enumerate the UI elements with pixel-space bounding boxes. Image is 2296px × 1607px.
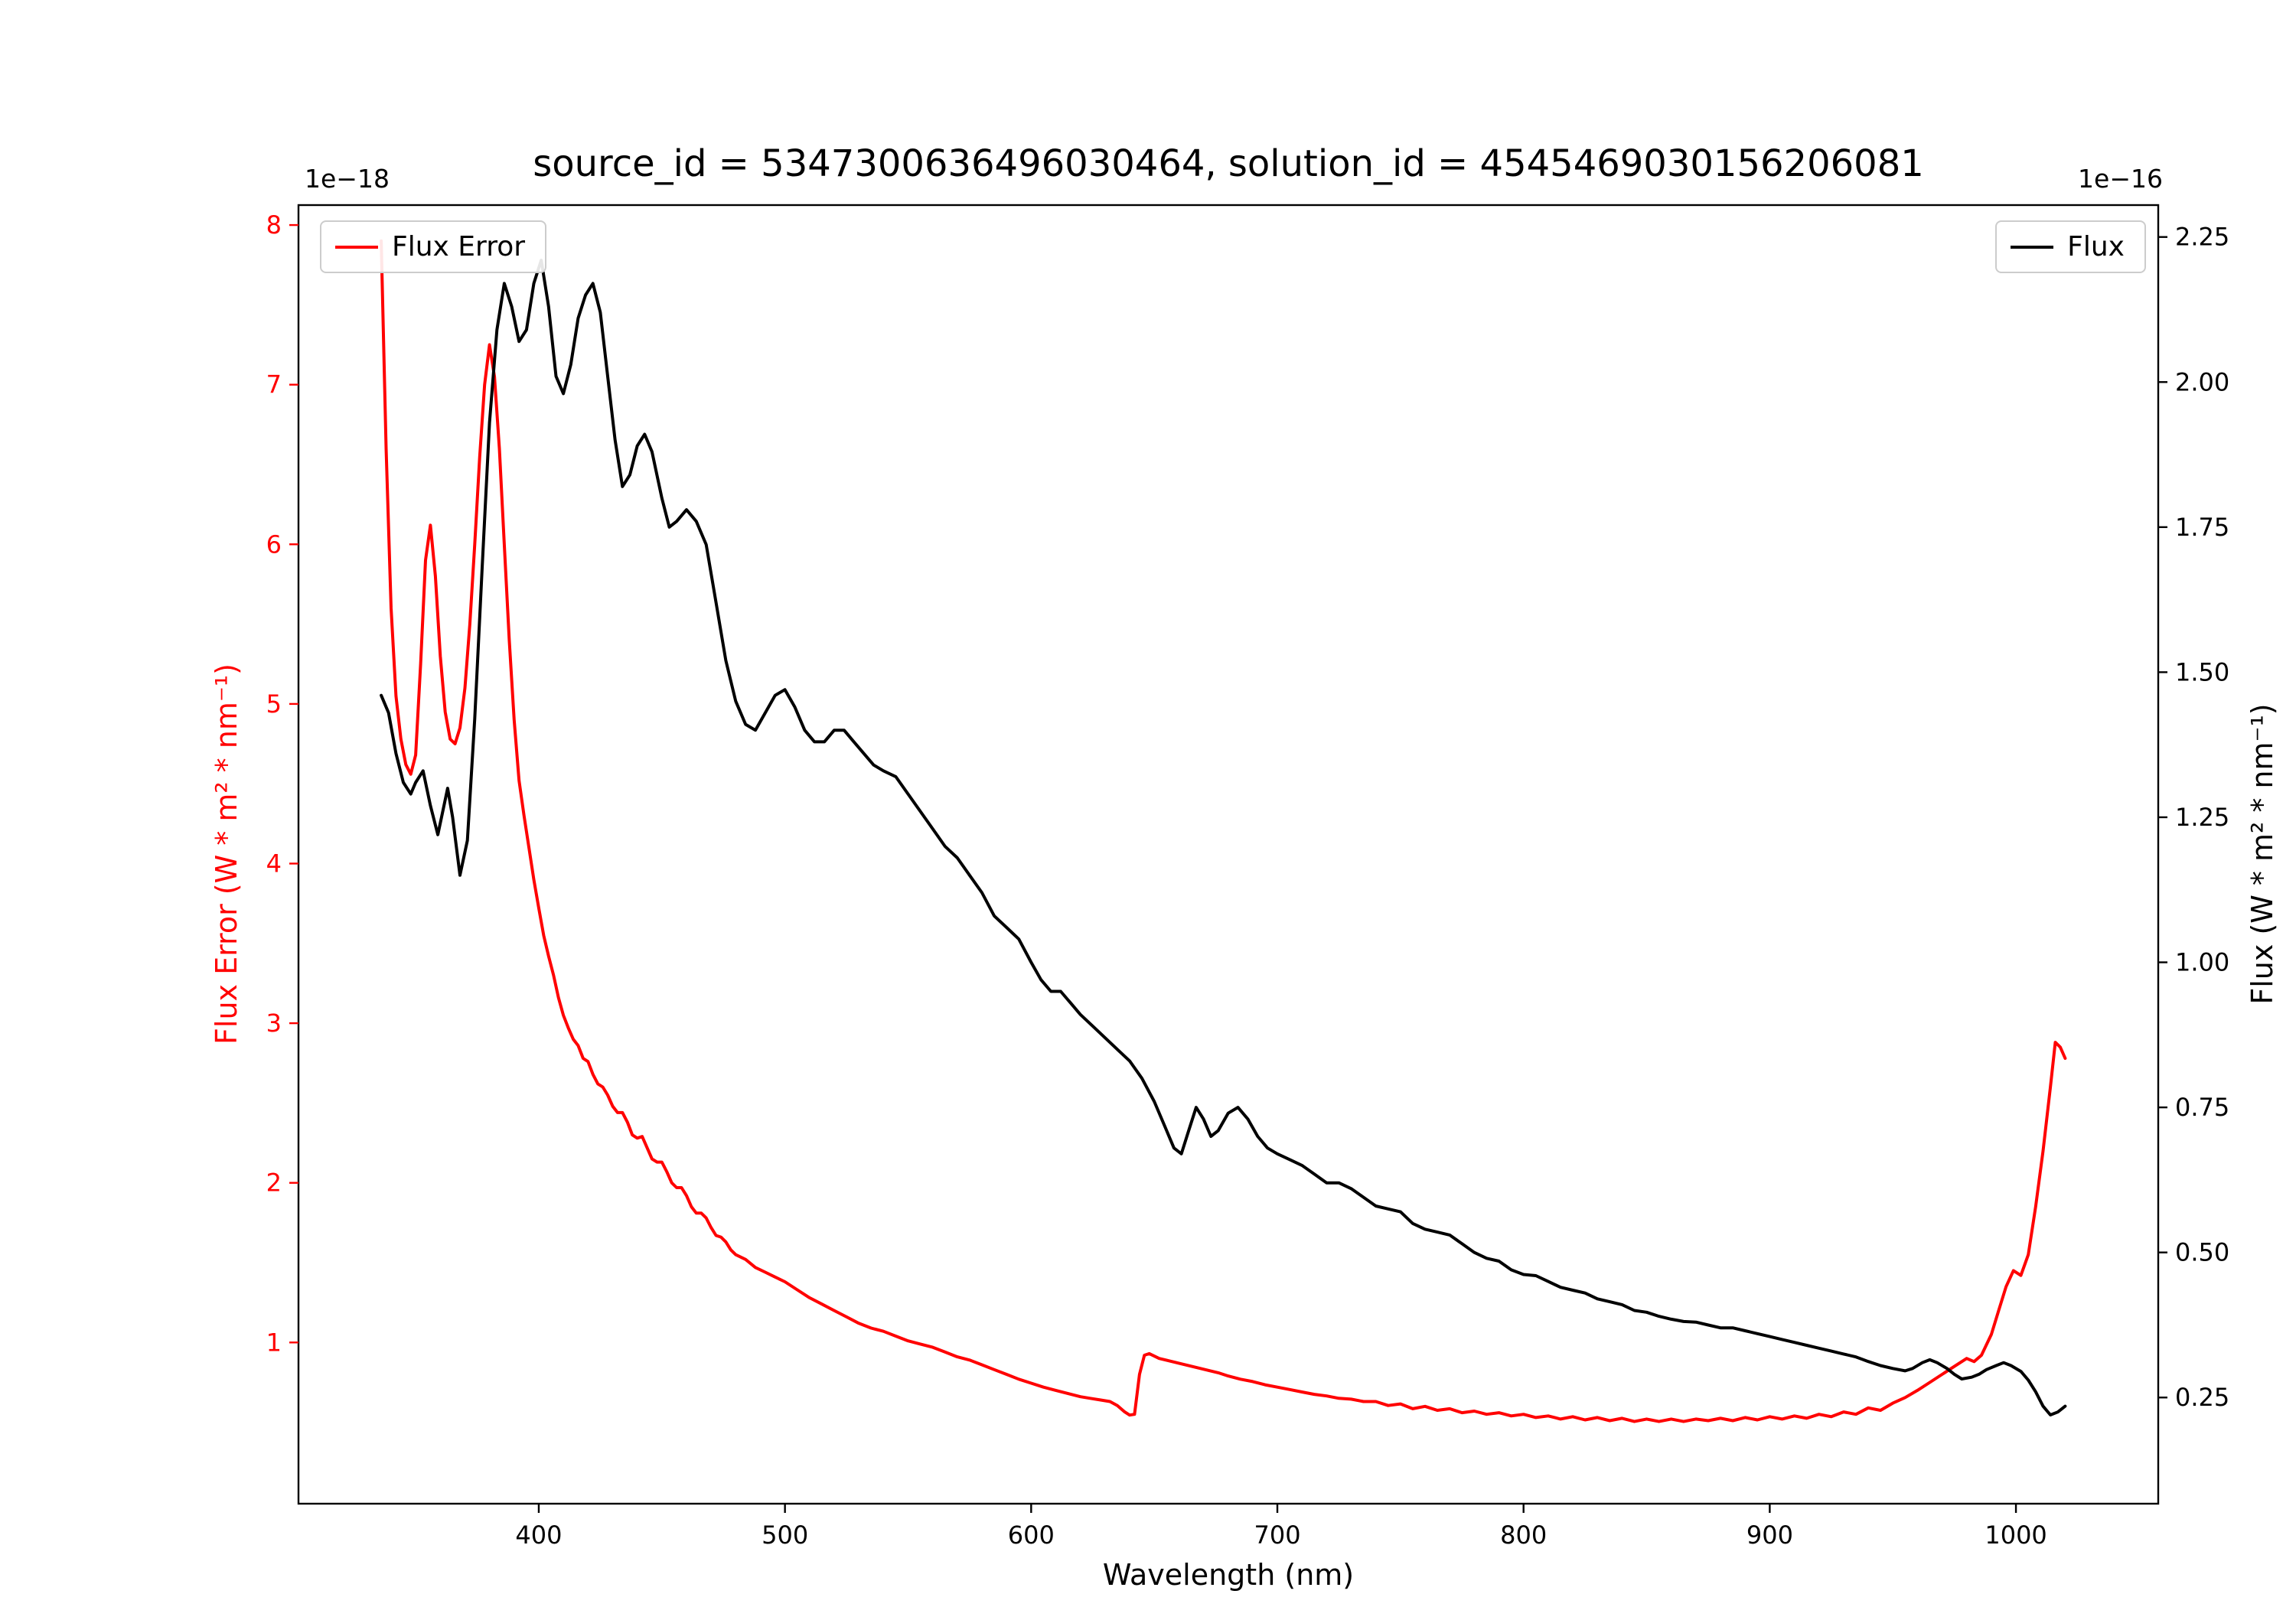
x-tick-label: 400 bbox=[515, 1521, 562, 1550]
flux-legend-line-icon bbox=[2011, 245, 2054, 249]
right-y-tick-label: 0.50 bbox=[2175, 1238, 2229, 1267]
left-y-tick-label: 5 bbox=[266, 689, 282, 719]
right-y-tick-label: 2.25 bbox=[2175, 223, 2229, 252]
right-y-tick-label: 0.25 bbox=[2175, 1383, 2229, 1412]
right-y-tick-label: 2.00 bbox=[2175, 367, 2229, 396]
left-y-tick-label: 4 bbox=[266, 849, 282, 878]
right-y-tick-label: 0.75 bbox=[2175, 1093, 2229, 1122]
left-y-tick-label: 2 bbox=[266, 1169, 282, 1198]
left-y-tick-label: 8 bbox=[266, 210, 282, 240]
legend-flux-error-label: Flux Error bbox=[392, 231, 526, 262]
left-y-tick-label: 1 bbox=[266, 1328, 282, 1357]
x-tick-label: 1000 bbox=[1985, 1521, 2047, 1550]
flux-line bbox=[380, 259, 2067, 1416]
legend-flux: Flux bbox=[1995, 220, 2146, 273]
right-y-tick-label: 1.50 bbox=[2175, 657, 2229, 686]
flux-error-legend-line-icon bbox=[335, 245, 378, 249]
right-y-tick-label: 1.25 bbox=[2175, 803, 2229, 832]
plot-border bbox=[297, 204, 2160, 1505]
x-tick-label: 500 bbox=[762, 1521, 808, 1550]
legend-flux-error: Flux Error bbox=[320, 220, 547, 273]
left-axis-scale-offset: 1e−18 bbox=[305, 164, 390, 194]
x-tick-label: 900 bbox=[1746, 1521, 1793, 1550]
right-y-axis-label: Flux (W * m² * nm⁻¹) bbox=[2245, 703, 2279, 1005]
x-tick-label: 700 bbox=[1254, 1521, 1300, 1550]
x-tick-label: 600 bbox=[1008, 1521, 1055, 1550]
legend-flux-label: Flux bbox=[2067, 231, 2125, 262]
left-y-tick-label: 6 bbox=[266, 530, 282, 559]
left-y-tick-label: 7 bbox=[266, 370, 282, 399]
x-axis-label: Wavelength (nm) bbox=[1102, 1558, 1355, 1592]
flux-error-line bbox=[380, 239, 2067, 1423]
right-y-tick-label: 1.75 bbox=[2175, 513, 2229, 542]
left-y-axis-label: Flux Error (W * m² * nm⁻¹) bbox=[210, 663, 243, 1045]
chart-title: source_id = 5347300636496030464, solutio… bbox=[533, 142, 1924, 185]
x-tick-label: 800 bbox=[1500, 1521, 1547, 1550]
right-axis-scale-offset: 1e−16 bbox=[2078, 164, 2163, 194]
left-y-tick-label: 3 bbox=[266, 1009, 282, 1038]
right-y-tick-label: 1.00 bbox=[2175, 948, 2229, 977]
